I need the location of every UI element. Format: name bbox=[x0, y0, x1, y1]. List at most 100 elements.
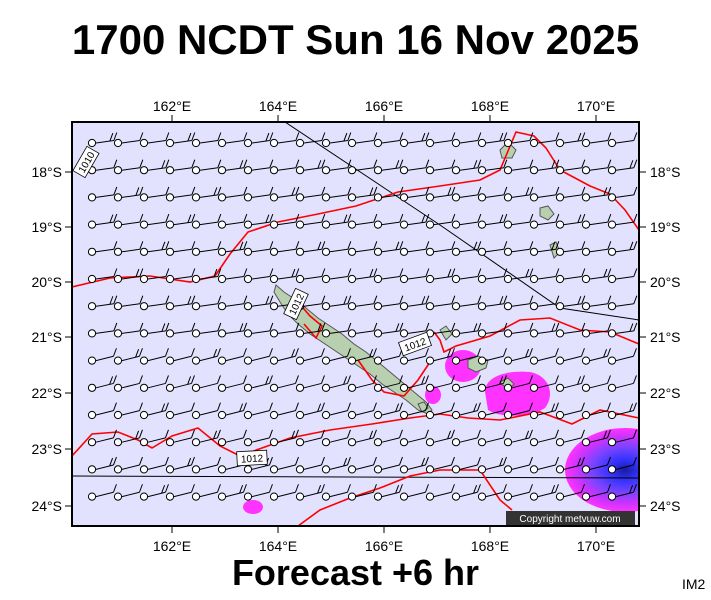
wind-barb-icon bbox=[165, 402, 195, 420]
wind-barb-icon bbox=[139, 456, 169, 474]
wind-barb-icon bbox=[373, 132, 404, 148]
wind-barb-icon bbox=[165, 241, 196, 256]
wind-barb-icon bbox=[581, 375, 611, 392]
station-circle-icon bbox=[477, 438, 487, 447]
longitude-axis-top: 162°E 164°E 166°E 168°E 170°E bbox=[153, 98, 615, 114]
station-circle-icon bbox=[451, 410, 461, 420]
station-circle-icon bbox=[295, 138, 305, 148]
lat-label: 20°S bbox=[650, 274, 681, 290]
wind-barb-icon bbox=[243, 322, 274, 338]
wind-barb-icon bbox=[191, 132, 222, 148]
station-circle-icon bbox=[555, 410, 565, 420]
station-circle-icon bbox=[321, 465, 331, 474]
station-circle-icon bbox=[165, 438, 175, 447]
wind-barb-icon bbox=[347, 429, 377, 447]
wind-barb-icon bbox=[529, 484, 559, 501]
station-circle-icon bbox=[451, 465, 461, 474]
longitude-axis-bottom: 162°E 164°E 166°E 168°E 170°E bbox=[153, 538, 615, 554]
station-circle-icon bbox=[451, 247, 461, 256]
wind-barb-icon bbox=[425, 429, 455, 447]
station-circle-icon bbox=[139, 356, 149, 365]
wind-barb-icon bbox=[477, 186, 508, 202]
station-circle-icon bbox=[529, 492, 539, 501]
station-circle-icon bbox=[425, 247, 435, 256]
wind-barb-icon bbox=[217, 322, 248, 338]
wind-barb-icon bbox=[529, 186, 560, 202]
wind-barb-icon bbox=[373, 295, 404, 311]
lat-label: 20°S bbox=[31, 274, 62, 290]
station-circle-icon bbox=[295, 465, 305, 474]
wind-barb-icon bbox=[503, 429, 533, 447]
wind-barb-icon bbox=[217, 268, 248, 284]
wind-barb-icon bbox=[555, 295, 586, 311]
station-circle-icon bbox=[243, 329, 253, 338]
station-circle-icon bbox=[243, 356, 253, 365]
wind-barb-icon bbox=[477, 402, 507, 420]
station-circle-icon bbox=[217, 166, 227, 175]
wind-barb-icon bbox=[425, 241, 456, 256]
station-circle-icon bbox=[87, 383, 97, 392]
wind-barb-icon bbox=[477, 268, 508, 284]
wind-barb-icon bbox=[503, 322, 534, 338]
isobar bbox=[357, 359, 431, 397]
station-circle-icon bbox=[425, 383, 435, 392]
station-circle-icon bbox=[529, 220, 539, 229]
wind-barb-icon bbox=[373, 322, 404, 338]
wind-barb-icon bbox=[295, 429, 325, 447]
station-circle-icon bbox=[555, 492, 565, 501]
wind-barb-icon bbox=[113, 241, 144, 256]
station-circle-icon bbox=[295, 410, 305, 420]
wind-barb-icon bbox=[87, 268, 118, 284]
wind-barb-icon bbox=[555, 132, 586, 148]
wind-barb-icon bbox=[477, 322, 508, 338]
station-circle-icon bbox=[191, 274, 201, 284]
station-circle-icon bbox=[399, 274, 409, 284]
wind-barb-icon bbox=[451, 268, 482, 284]
station-circle-icon bbox=[269, 193, 279, 202]
station-circle-icon bbox=[347, 220, 357, 229]
wind-barb-icon bbox=[347, 186, 378, 202]
wind-barb-icon bbox=[529, 402, 559, 420]
station-circle-icon bbox=[139, 166, 149, 175]
station-circle-icon bbox=[295, 247, 305, 256]
station-circle-icon bbox=[555, 247, 565, 256]
station-circle-icon bbox=[243, 193, 253, 202]
wind-barb-icon bbox=[347, 268, 378, 284]
wind-barb-icon bbox=[321, 241, 352, 256]
station-circle-icon bbox=[87, 438, 97, 447]
lat-label: 22°S bbox=[650, 385, 681, 401]
lon-label: 168°E bbox=[471, 98, 509, 114]
wind-barb-icon bbox=[555, 213, 586, 229]
wind-barb-icon bbox=[581, 348, 611, 365]
station-circle-icon bbox=[399, 247, 409, 256]
station-circle-icon bbox=[217, 410, 227, 420]
station-circle-icon bbox=[87, 356, 97, 365]
station-circle-icon bbox=[399, 383, 409, 392]
wind-barb-icon bbox=[113, 159, 144, 175]
station-circle-icon bbox=[451, 302, 461, 311]
station-circle-icon bbox=[165, 492, 175, 501]
wind-barb-icon bbox=[451, 213, 482, 229]
station-circle-icon bbox=[347, 492, 357, 501]
station-circle-icon bbox=[87, 274, 97, 284]
station-circle-icon bbox=[87, 465, 97, 474]
station-circle-icon bbox=[269, 220, 279, 229]
station-circle-icon bbox=[217, 274, 227, 284]
station-circle-icon bbox=[139, 410, 149, 420]
station-circle-icon bbox=[425, 274, 435, 284]
wind-barb-icon bbox=[191, 295, 222, 311]
station-circle-icon bbox=[607, 166, 617, 175]
wind-barb-icon bbox=[321, 132, 352, 148]
wind-barb-icon bbox=[373, 186, 404, 202]
station-circle-icon bbox=[87, 247, 97, 256]
wind-barb-icon bbox=[503, 186, 534, 202]
wind-barb-icon bbox=[477, 375, 507, 392]
wind-barb-icon bbox=[503, 295, 534, 311]
station-circle-icon bbox=[347, 274, 357, 284]
wind-barb-icon bbox=[321, 295, 352, 311]
station-circle-icon bbox=[191, 383, 201, 392]
wind-barb-icon bbox=[477, 348, 507, 365]
lat-label: 18°S bbox=[31, 164, 62, 180]
station-circle-icon bbox=[347, 410, 357, 420]
station-circle-icon bbox=[243, 465, 253, 474]
